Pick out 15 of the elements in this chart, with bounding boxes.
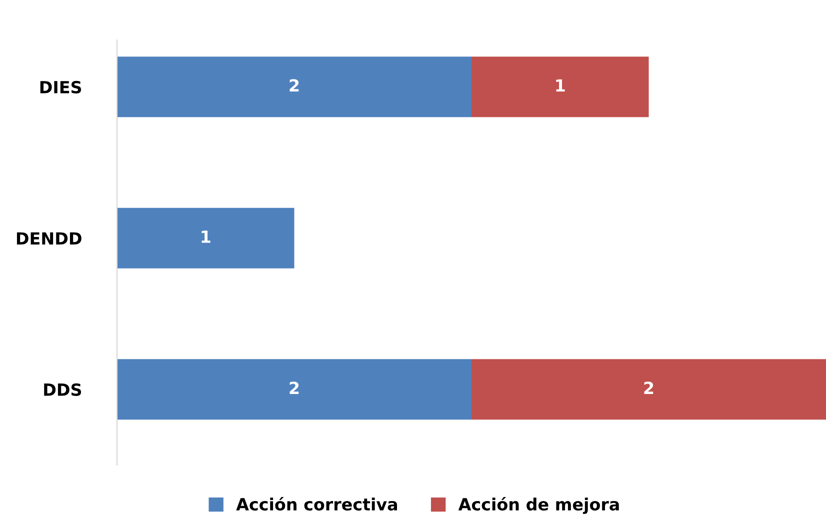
bar xyxy=(472,56,649,118)
legend-label: Acción de mejora xyxy=(458,497,619,514)
y-tick-label: DIES xyxy=(40,80,82,94)
bar xyxy=(117,56,472,118)
data-label: 2 xyxy=(644,382,654,394)
bar xyxy=(472,359,826,420)
bar xyxy=(117,359,472,420)
data-label: 2 xyxy=(290,382,299,394)
y-tick-label: DDS xyxy=(44,383,82,396)
data-label: 1 xyxy=(556,79,565,92)
bar xyxy=(117,208,294,268)
data-label: 1 xyxy=(202,230,210,243)
y-tick-label: DENDD xyxy=(16,232,82,244)
data-label: 2 xyxy=(290,79,299,92)
legend-label: Acción correctiva xyxy=(236,497,398,511)
